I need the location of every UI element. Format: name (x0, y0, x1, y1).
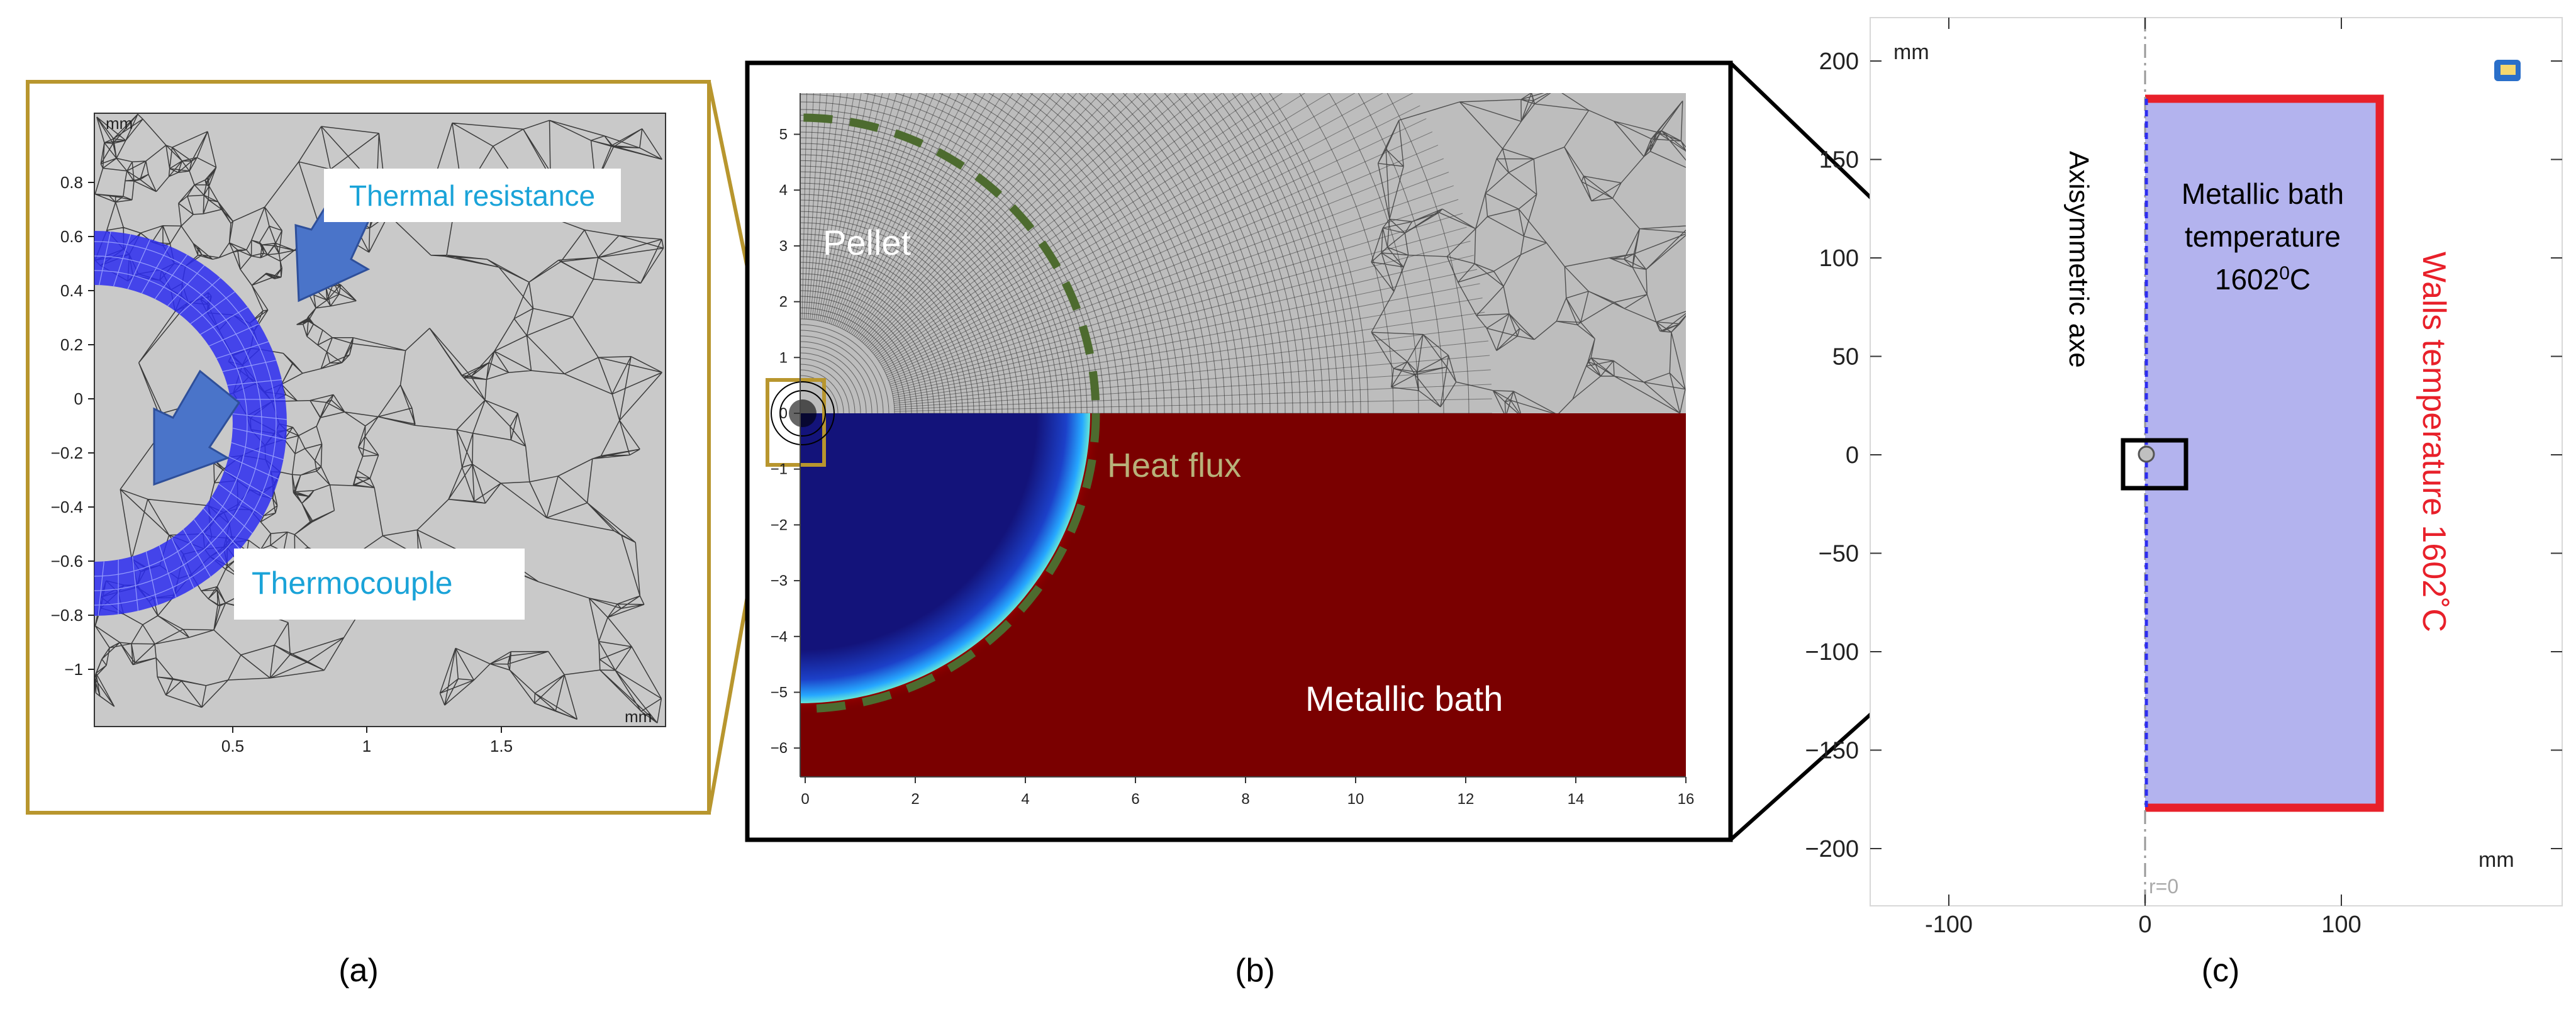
bath-label-line1: Metallic bath (2182, 177, 2344, 210)
panel-a-x-tick-label: 0.5 (221, 737, 244, 755)
panel-b-x-tick-label: 12 (1458, 791, 1475, 808)
panel-c-y-tick-label: −200 (1805, 836, 1859, 862)
panel-b-y-tick-label: 3 (779, 238, 788, 255)
panel-a-x-tick-label: 1.5 (490, 737, 513, 755)
panel-b-y-tick-label: 1 (779, 349, 788, 366)
panel-b-y-tick-label: 4 (779, 182, 788, 199)
panel-b-y-tick-label: −3 (771, 572, 788, 589)
thermocouple-label: Thermocouple (252, 566, 453, 601)
thermal-resistance-label: Thermal resistance (349, 179, 595, 212)
thermocouple-arrow-icon (153, 369, 241, 486)
thermal-resistance-label-box (324, 169, 621, 222)
caption-a: (a) (338, 952, 379, 989)
panel-c-axis-ticks: 200 150 100 50 0 −50 −100 −150 −200 -100 0 100 (1805, 18, 2562, 938)
panel-b-y-tick-label: −5 (771, 684, 788, 701)
pellet-label: Pellet (823, 223, 912, 262)
thermocouple-ring (94, 231, 287, 616)
panel-b-x-tick-label: 14 (1568, 791, 1585, 808)
panel-a-x-tick-label: 1 (362, 737, 371, 755)
panel-b-y-tick-label: −4 (771, 628, 788, 645)
panel-c-x-tick-label: 0 (2138, 911, 2151, 938)
walls-temperature-label: Walls temperature 1602˚C (2416, 252, 2452, 632)
panel-c-y-tick-label: 200 (1819, 48, 1859, 75)
panel-a-y-tick-label: 0.6 (60, 227, 83, 246)
metallic-bath-label: Metallic bath (1305, 679, 1503, 718)
panel-a-axis-ticks: 0.8 0.6 0.4 0.2 0 −0.2 −0.4 −0.6 −0.8 −1 0.5 1 1.5 (51, 173, 513, 755)
panel-c-unit-bottom: mm (2478, 848, 2514, 872)
panel-b-y-tick-label: 2 (779, 294, 788, 311)
panel-a: 0.8 0.6 0.4 0.2 0 −0.2 −0.4 −0.6 −0.8 −1 0.5 1 1.5 m… (26, 80, 711, 989)
r0-label: r=0 (2149, 875, 2178, 898)
panel-c: mm mm r=0 200 150 100 50 0 −50 −100 −150 −200 -10… (1805, 17, 2563, 989)
panel-b-x-tick-label: 2 (911, 791, 919, 808)
panel-c-x-tick-label: -100 (1925, 911, 1973, 938)
panel-a-y-tick-label: −0.2 (51, 443, 83, 462)
axisymmetric-axis-label: Axisymmetric axe (2063, 151, 2094, 368)
thermocouple-label-box (234, 549, 525, 620)
panel-c-y-tick-label: −50 (1819, 541, 1859, 567)
panel-c-y-tick-label: 0 (1846, 442, 1859, 469)
heat-flux-boundary (800, 113, 1100, 713)
panel-b-x-tick-label: 4 (1021, 791, 1029, 808)
panel-b-y-tick-label: −2 (771, 516, 788, 533)
panel-b-x-tick-label: 8 (1241, 791, 1249, 808)
panel-a-y-tick-label: −0.8 (51, 606, 83, 625)
panel-a-y-tick-label: 0.4 (60, 281, 83, 300)
panel-b-x-tick-label: 6 (1131, 791, 1139, 808)
panel-a-unit-top: mm (106, 114, 133, 133)
heat-flux-label: Heat flux (1107, 447, 1241, 484)
bath-label-line3: 16020C (2215, 263, 2311, 296)
panel-c-y-tick-label: −150 (1805, 738, 1859, 764)
panel-b-y-tick-label: 0 (779, 405, 788, 422)
panel-c-x-tick-label: 100 (2321, 911, 2361, 938)
panel-a-y-tick-label: −1 (64, 660, 83, 679)
panel-c-unit-top: mm (1893, 40, 1929, 64)
panel-c-y-tick-label: −100 (1805, 639, 1859, 666)
panel-a-y-tick-label: 0.8 (60, 173, 83, 192)
panel-b-x-tick-label: 10 (1347, 791, 1364, 808)
pellet-region (800, 413, 1090, 703)
panel-b-x-tick-label: 16 (1678, 791, 1695, 808)
panel-b-y-tick-label: 5 (779, 126, 788, 143)
caption-b: (b) (1235, 952, 1275, 989)
panel-a-y-tick-label: −0.6 (51, 552, 83, 571)
bath-label-line2: temperature (2185, 220, 2341, 253)
panel-c-y-tick-label: 50 (1832, 344, 1859, 371)
panel-c-zoom-box (2121, 438, 2188, 491)
caption-c: (c) (2202, 952, 2240, 989)
panel-c-y-tick-label: 100 (1819, 245, 1859, 272)
panel-a-y-tick-label: 0 (74, 389, 83, 408)
panel-b-y-tick-label: −1 (771, 461, 788, 478)
panel-a-y-tick-label: 0.2 (60, 335, 83, 354)
panel-c-y-tick-label: 150 (1819, 147, 1859, 174)
panel-b-x-tick-label: 0 (801, 791, 809, 808)
panel-a-y-tick-label: −0.4 (51, 498, 83, 516)
pellet-marker (2138, 445, 2155, 463)
walls-boundary (2145, 94, 2384, 812)
panel-a-unit-bottom: mm (625, 707, 652, 726)
panel-b-y-tick-label: −6 (771, 740, 788, 757)
